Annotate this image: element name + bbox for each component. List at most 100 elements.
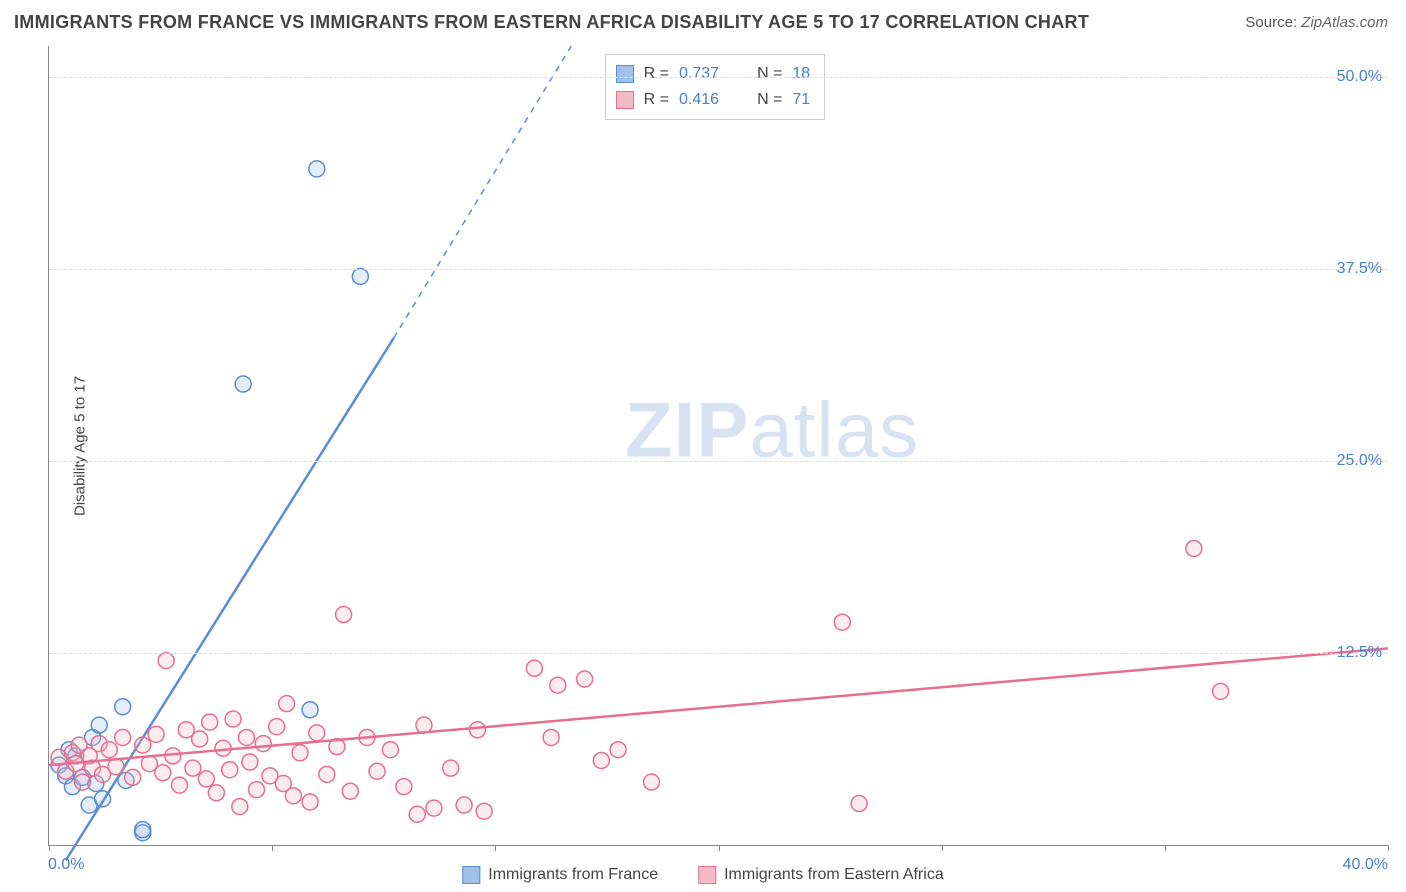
x-tick [1165,845,1166,851]
data-point-eastern_africa [342,783,358,799]
data-point-eastern_africa [577,671,593,687]
data-point-eastern_africa [369,763,385,779]
data-point-france [302,702,318,718]
swatch-france-icon [616,65,634,83]
data-point-eastern_africa [610,742,626,758]
data-point-eastern_africa [249,782,265,798]
swatch-eastern_africa-icon [698,866,716,884]
data-point-eastern_africa [74,774,90,790]
data-point-eastern_africa [476,803,492,819]
data-point-france [91,717,107,733]
data-point-eastern_africa [101,742,117,758]
data-point-eastern_africa [382,742,398,758]
x-tick [49,845,50,851]
n-label: N = [757,87,782,113]
data-point-france [115,699,131,715]
swatch-france-icon [462,866,480,884]
data-point-eastern_africa [172,777,188,793]
data-point-eastern_africa [185,760,201,776]
x-tick-label: 40.0% [1343,856,1388,874]
data-point-france [352,268,368,284]
data-point-eastern_africa [192,731,208,747]
data-point-eastern_africa [158,653,174,669]
data-point-eastern_africa [242,754,258,770]
source-attribution: Source: ZipAtlas.com [1245,14,1388,31]
legend-label: Immigrants from Eastern Africa [724,866,944,884]
stats-row-france: R = 0.737 N = 18 [616,61,811,87]
data-point-eastern_africa [135,737,151,753]
legend-label: Immigrants from France [488,866,658,884]
data-point-eastern_africa [239,729,255,745]
y-tick-label: 50.0% [1337,68,1382,86]
data-point-eastern_africa [202,714,218,730]
trend-line-dashed-france [394,46,571,338]
source-value: ZipAtlas.com [1301,14,1388,31]
data-point-eastern_africa [148,726,164,742]
data-point-eastern_africa [426,800,442,816]
data-point-eastern_africa [198,771,214,787]
x-tick [272,845,273,851]
data-point-eastern_africa [269,719,285,735]
data-point-eastern_africa [469,722,485,738]
data-point-eastern_africa [834,614,850,630]
y-tick-label: 37.5% [1337,260,1382,278]
bottom-legend: Immigrants from France Immigrants from Ea… [462,866,943,884]
n-label: N = [757,61,782,87]
data-point-eastern_africa [292,745,308,761]
data-point-eastern_africa [644,774,660,790]
y-tick-label: 12.5% [1337,644,1382,662]
r-value: 0.416 [679,87,719,113]
y-tick-label: 25.0% [1337,452,1382,470]
data-point-eastern_africa [851,796,867,812]
data-point-eastern_africa [396,779,412,795]
x-tick-label: 0.0% [48,856,84,874]
data-point-eastern_africa [550,677,566,693]
gridline [49,461,1388,462]
x-tick [942,845,943,851]
r-value: 0.737 [679,61,719,87]
data-point-eastern_africa [302,794,318,810]
data-point-eastern_africa [593,752,609,768]
stats-row-eastern_africa: R = 0.416 N = 71 [616,87,811,113]
gridline [49,653,1388,654]
x-tick [719,845,720,851]
data-point-eastern_africa [1213,683,1229,699]
x-tick [1388,845,1389,851]
chart-svg [49,46,1388,845]
data-point-eastern_africa [208,785,224,801]
trend-line-eastern_africa [49,648,1388,765]
data-point-france [309,161,325,177]
correlation-stats-box: R = 0.737 N = 18 R = 0.416 N = 71 [605,54,826,120]
data-point-france [235,376,251,392]
r-label: R = [644,87,669,113]
chart-header: IMMIGRANTS FROM FRANCE VS IMMIGRANTS FRO… [0,0,1406,41]
data-point-eastern_africa [155,765,171,781]
source-label: Source: [1245,14,1297,31]
data-point-eastern_africa [222,762,238,778]
data-point-eastern_africa [285,788,301,804]
r-label: R = [644,61,669,87]
legend-item-france: Immigrants from France [462,866,658,884]
data-point-eastern_africa [1186,540,1202,556]
legend-item-eastern_africa: Immigrants from Eastern Africa [698,866,944,884]
data-point-eastern_africa [319,766,335,782]
data-point-eastern_africa [336,607,352,623]
trend-line-france [66,338,394,860]
data-point-eastern_africa [409,806,425,822]
data-point-eastern_africa [255,736,271,752]
n-value: 18 [792,61,810,87]
data-point-eastern_africa [309,725,325,741]
n-value: 71 [792,87,810,113]
gridline [49,77,1388,78]
data-point-eastern_africa [225,711,241,727]
swatch-eastern_africa-icon [616,91,634,109]
data-point-eastern_africa [125,769,141,785]
gridline [49,269,1388,270]
data-point-eastern_africa [115,729,131,745]
chart-title: IMMIGRANTS FROM FRANCE VS IMMIGRANTS FRO… [14,12,1089,33]
plot-area: ZIPatlas R =0.737N =18R =0.416N =71 12.5… [48,46,1388,846]
data-point-eastern_africa [232,799,248,815]
data-point-eastern_africa [279,696,295,712]
data-point-eastern_africa [526,660,542,676]
data-point-eastern_africa [456,797,472,813]
